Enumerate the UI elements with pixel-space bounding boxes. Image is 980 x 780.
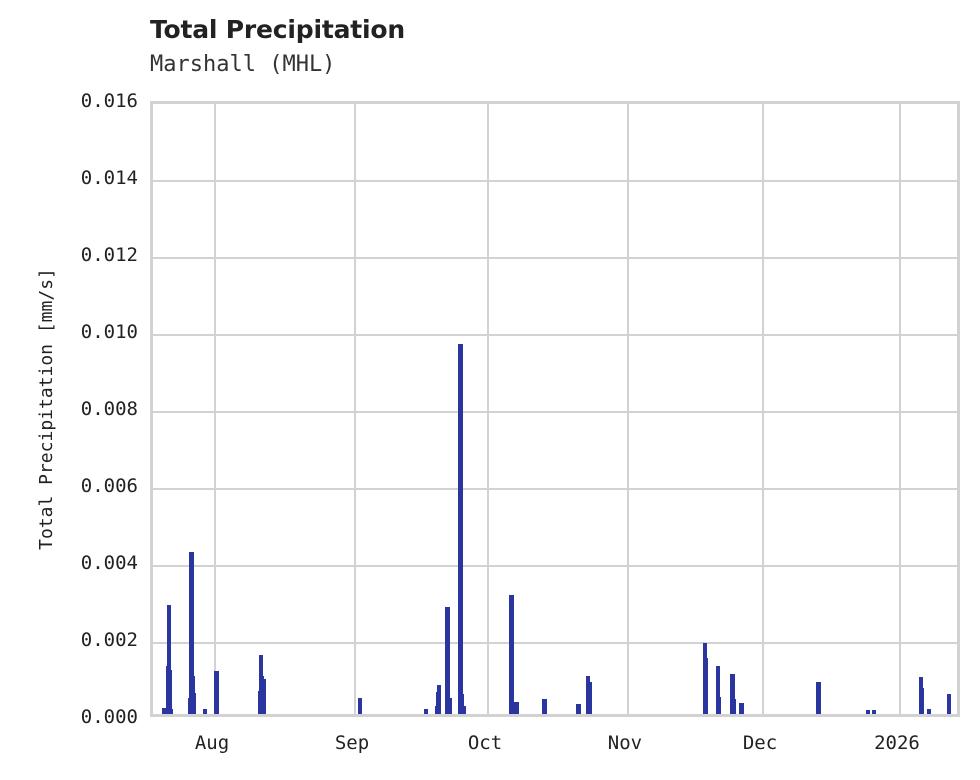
bar (214, 670, 219, 714)
plot-area (150, 101, 960, 717)
x-axis-tick-label: Dec (742, 732, 778, 754)
bar (161, 708, 167, 714)
bar (703, 658, 709, 714)
bar (191, 692, 196, 714)
gridline-horizontal (153, 334, 957, 336)
x-axis-tick-label: Oct (467, 732, 503, 754)
bar (542, 698, 548, 714)
y-axis-tick-label: 0.010 (80, 321, 138, 343)
gridline-horizontal (153, 565, 957, 567)
y-axis-label-container: Total Precipitation [mm/s] (0, 0, 57, 780)
bar (436, 685, 442, 714)
gridline-horizontal (153, 180, 957, 182)
y-axis-tick-label: 0.002 (80, 629, 138, 651)
bar (919, 687, 925, 714)
bar (423, 709, 429, 714)
bar (926, 709, 932, 714)
bar (261, 679, 267, 714)
gridline-horizontal (153, 642, 957, 644)
bar (716, 696, 722, 714)
bar (166, 605, 172, 714)
bar (865, 710, 871, 714)
y-axis-tick-label: 0.016 (80, 90, 138, 112)
bar (576, 704, 582, 714)
bar (459, 693, 465, 714)
gridline-vertical (354, 104, 356, 714)
bar (715, 665, 721, 714)
y-axis-tick-label: 0.006 (80, 475, 138, 497)
bar (447, 697, 453, 714)
y-axis-tick-label: 0.014 (80, 167, 138, 189)
bar (871, 710, 877, 714)
gridline-vertical (214, 104, 217, 714)
gridline-horizontal (153, 257, 957, 259)
y-axis-label: Total Precipitation [mm/s] (36, 268, 57, 550)
bar (461, 706, 467, 714)
gridline-vertical (762, 104, 764, 714)
bar (509, 594, 515, 714)
gridline-vertical (898, 104, 901, 714)
bar (202, 709, 207, 714)
y-axis-tick-label: 0.000 (80, 706, 138, 728)
x-axis-tick-label: Nov (607, 732, 643, 754)
bar (587, 682, 593, 714)
bar (739, 703, 745, 714)
chart-subtitle: Marshall (MHL) (150, 52, 336, 77)
gridline-vertical (487, 104, 490, 714)
page-title: Total Precipitation (150, 15, 405, 44)
bar (445, 606, 451, 714)
bar (168, 709, 174, 714)
gridline-vertical (626, 104, 629, 714)
bar (458, 344, 464, 714)
bar (514, 702, 520, 714)
y-axis-tick-label: 0.004 (80, 552, 138, 574)
bar (946, 693, 952, 714)
bar (167, 669, 173, 714)
bar (730, 673, 736, 714)
bar (731, 698, 737, 714)
y-axis-tick-label: 0.012 (80, 244, 138, 266)
bar (189, 552, 194, 714)
y-axis-tick-label: 0.008 (80, 398, 138, 420)
x-axis-tick-label: Aug (194, 732, 230, 754)
gridline-horizontal (153, 488, 957, 490)
bar-series (153, 104, 957, 714)
bar (816, 682, 822, 714)
gridline-horizontal (153, 411, 957, 413)
bar (357, 697, 363, 714)
x-axis-tick-label: Sep (334, 732, 370, 754)
x-axis-tick-label: 2026 (874, 732, 920, 754)
